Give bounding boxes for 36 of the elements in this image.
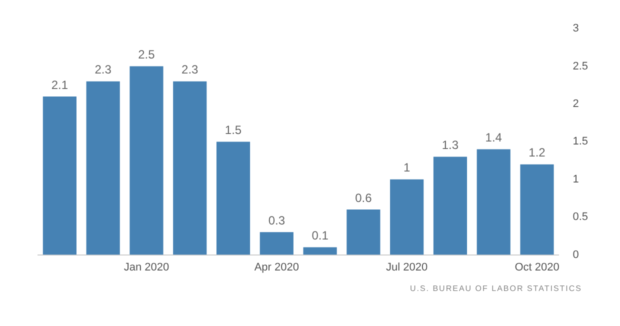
data-label: 1.5 xyxy=(224,123,242,138)
data-label: 1.4 xyxy=(485,130,502,145)
y-tick-label: 0.5 xyxy=(572,211,588,224)
y-tick-label: 2 xyxy=(572,98,579,110)
bar xyxy=(433,156,468,255)
x-tick-label: Jul 2020 xyxy=(386,261,428,274)
data-label: 0.3 xyxy=(268,213,286,228)
data-label: 0.1 xyxy=(312,228,329,243)
bar xyxy=(390,179,424,255)
bar xyxy=(260,232,294,255)
bar xyxy=(86,81,120,255)
data-label: 1.2 xyxy=(528,146,546,160)
bar xyxy=(42,96,76,255)
data-label: 1 xyxy=(403,160,410,175)
text: U.S. BUREAU OF LABOR STATISTICS xyxy=(408,284,583,293)
y-tick-label: 3 xyxy=(572,22,579,35)
data-label: 2.3 xyxy=(182,62,199,77)
x-tick-label: Oct 2020 xyxy=(514,261,560,274)
data-label: 0.6 xyxy=(355,190,372,205)
bar xyxy=(346,210,380,255)
data-label: 2.3 xyxy=(94,62,112,77)
bar xyxy=(216,142,250,255)
x-tick-label: Jan 2020 xyxy=(124,261,170,274)
data-label: 2.1 xyxy=(51,78,68,92)
bar xyxy=(303,247,337,255)
data-label: 2.5 xyxy=(138,48,156,62)
data-label: 1.3 xyxy=(442,138,459,152)
y-tick-label: 2.5 xyxy=(572,60,588,72)
y-tick-label: 1 xyxy=(572,173,579,186)
bar xyxy=(476,149,510,255)
bar xyxy=(520,164,554,255)
y-tick-label: 1.5 xyxy=(572,136,588,148)
bar xyxy=(173,81,207,255)
bar xyxy=(130,66,164,255)
x-tick-label: Apr 2020 xyxy=(254,261,299,274)
y-tick-label: 0 xyxy=(572,248,579,261)
